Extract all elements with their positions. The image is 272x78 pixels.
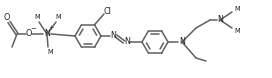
Text: M: M bbox=[55, 14, 61, 20]
Text: M: M bbox=[234, 6, 240, 12]
Text: N: N bbox=[124, 38, 130, 46]
Text: +: + bbox=[48, 25, 54, 31]
Text: −: − bbox=[30, 26, 36, 32]
Text: Cl: Cl bbox=[103, 6, 111, 16]
Text: O: O bbox=[26, 29, 32, 39]
Text: M: M bbox=[34, 14, 40, 20]
Text: N: N bbox=[44, 29, 50, 39]
Text: M: M bbox=[47, 49, 53, 55]
Text: O: O bbox=[4, 12, 10, 22]
Text: N: N bbox=[110, 32, 116, 40]
Text: N: N bbox=[217, 16, 223, 24]
Text: N: N bbox=[179, 38, 185, 46]
Text: M: M bbox=[234, 28, 240, 34]
